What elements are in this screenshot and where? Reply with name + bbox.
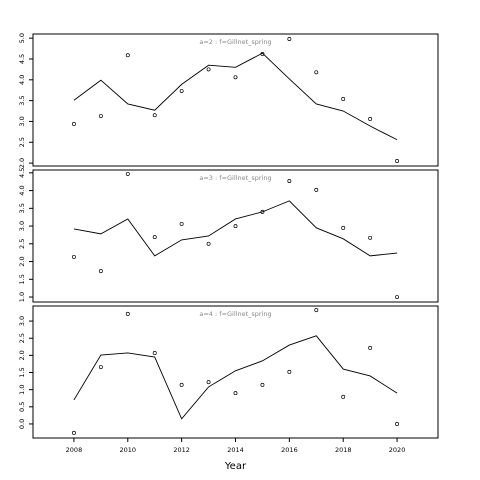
plot-frame: [32, 33, 439, 167]
data-line: [73, 52, 398, 141]
y-tick-label: 0.5: [18, 402, 26, 412]
y-tick-label: 4.5: [18, 54, 26, 64]
x-tick-label: 2010: [120, 446, 137, 454]
x-tick-label: 2008: [66, 446, 83, 454]
data-point: [260, 382, 265, 387]
data-point: [395, 159, 400, 163]
data-point: [314, 308, 319, 313]
data-point: [287, 369, 292, 374]
x-tick-label: 2018: [335, 446, 352, 454]
data-point: [152, 235, 157, 240]
data-point: [341, 97, 346, 101]
y-tick-label: 3.5: [18, 203, 26, 213]
data-point: [206, 241, 211, 246]
y-tick-label: 2.5: [18, 333, 26, 343]
data-point: [287, 37, 292, 41]
y-tick-label: 1.0: [18, 292, 26, 302]
y-tick-label: 1.0: [18, 384, 26, 394]
data-point: [206, 380, 211, 385]
y-tick-label: 3.0: [18, 221, 26, 231]
plot-frame: [32, 305, 439, 439]
plot-frame: [32, 169, 439, 303]
data-point: [71, 430, 76, 435]
data-point: [314, 187, 319, 192]
data-point: [368, 235, 373, 240]
data-point: [71, 254, 76, 259]
data-point: [341, 225, 346, 230]
y-tick-label: 2.5: [18, 137, 26, 147]
x-tick-label: 2012: [173, 446, 190, 454]
data-point: [179, 89, 184, 93]
data-point: [395, 421, 400, 426]
x-tick-label: 2020: [389, 446, 406, 454]
data-point: [368, 116, 373, 121]
data-line: [73, 200, 398, 257]
x-tick-label: 2014: [227, 446, 244, 454]
data-point: [368, 345, 373, 350]
panel-title: a=3 : f=Gillnet_spring: [199, 174, 271, 182]
x-tick-label: 2016: [281, 446, 298, 454]
data-point: [287, 179, 292, 183]
y-tick-label: 2.0: [18, 158, 26, 168]
x-axis-label: Year: [224, 461, 247, 472]
data-point: [98, 269, 103, 274]
data-point: [341, 394, 346, 399]
data-line: [73, 335, 398, 420]
y-tick-label: 5.0: [18, 33, 26, 43]
data-point: [179, 382, 184, 387]
data-point: [233, 224, 238, 229]
data-point: [260, 52, 265, 56]
data-point: [206, 67, 211, 72]
y-tick-label: 4.0: [18, 75, 26, 85]
data-point: [179, 221, 184, 226]
data-point: [152, 113, 157, 118]
y-tick-label: 2.0: [18, 350, 26, 360]
y-tick-label: 3.5: [18, 95, 26, 105]
y-tick-label: 1.5: [18, 367, 26, 377]
data-point: [98, 365, 103, 369]
y-tick-label: 3.0: [18, 116, 26, 126]
data-point: [314, 70, 319, 75]
y-tick-label: 0.0: [18, 419, 26, 429]
data-point: [233, 391, 238, 396]
y-tick-label: 2.0: [18, 256, 26, 266]
data-point: [125, 311, 130, 316]
y-tick-label: 1.5: [18, 274, 26, 284]
data-point: [71, 121, 76, 126]
data-point: [98, 114, 103, 118]
y-tick-label: 2.5: [18, 239, 26, 249]
data-point: [395, 295, 400, 299]
panel-title: a=2 : f=Gillnet_spring: [199, 38, 271, 46]
data-point: [233, 75, 238, 80]
y-tick-label: 3.0: [18, 316, 26, 326]
y-tick-label: 4.0: [18, 185, 26, 195]
data-point: [125, 53, 130, 58]
y-tick-label: 4.5: [18, 168, 26, 178]
panel-title: a=4 : f=Gillnet_spring: [199, 310, 271, 318]
data-point: [125, 171, 130, 176]
data-point: [260, 209, 265, 214]
data-point: [152, 351, 157, 355]
